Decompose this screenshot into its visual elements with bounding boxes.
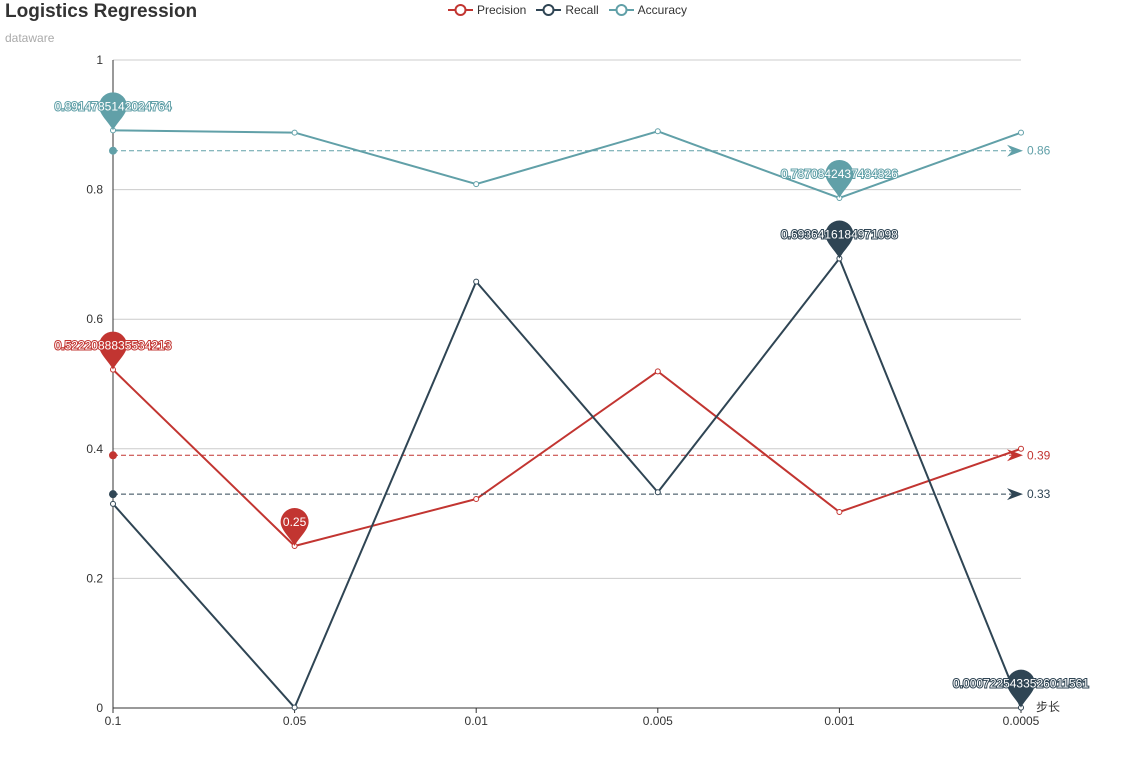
legend-item-recall[interactable]: Recall <box>536 3 598 17</box>
y-tick-label: 0 <box>96 701 103 715</box>
average-start-dot-recall <box>109 490 117 498</box>
chart-subtitle: dataware <box>5 31 54 45</box>
x-tick-label: 0.001 <box>824 714 854 728</box>
series-line-accuracy <box>113 130 1021 198</box>
data-point-accuracy <box>292 130 297 135</box>
data-point-recall <box>292 705 297 710</box>
data-point-accuracy <box>1019 130 1024 135</box>
data-point-precision <box>474 497 479 502</box>
legend-label-precision: Precision <box>477 3 526 17</box>
series-line-recall <box>113 259 1021 708</box>
average-label-recall: 0.33 <box>1027 487 1051 501</box>
marker-label-max-precision: 0.5222088835534213 <box>55 339 172 353</box>
y-tick-label: 0.8 <box>86 183 103 197</box>
x-tick-label: 0.0005 <box>1003 714 1040 728</box>
data-point-precision <box>655 369 660 374</box>
x-tick-label: 0.1 <box>105 714 122 728</box>
data-point-precision <box>837 509 842 514</box>
x-axis-label: 步长 <box>1036 700 1060 714</box>
y-tick-label: 1 <box>96 53 103 67</box>
marker-label-max-accuracy: 0.8914785142024764 <box>55 99 172 113</box>
legend-recall-icon <box>536 3 561 17</box>
legend-label-accuracy: Accuracy <box>638 3 687 17</box>
series-line-precision <box>113 370 1021 546</box>
average-start-dot-accuracy <box>109 147 117 155</box>
data-point-recall <box>111 501 116 506</box>
legend-item-accuracy[interactable]: Accuracy <box>609 3 687 17</box>
x-tick-label: 0.05 <box>283 714 307 728</box>
marker-label-max-recall: 0.6936416184971098 <box>781 228 898 242</box>
data-point-precision <box>1019 446 1024 451</box>
data-point-recall <box>474 279 479 284</box>
legend-item-precision[interactable]: Precision <box>448 3 526 17</box>
x-tick-label: 0.005 <box>643 714 673 728</box>
legend-accuracy-icon <box>609 3 634 17</box>
marker-label-min-precision: 0.25 <box>283 515 307 529</box>
y-tick-label: 0.2 <box>86 571 103 585</box>
y-tick-label: 0.6 <box>86 312 103 326</box>
legend-precision-icon <box>448 3 473 17</box>
x-tick-label: 0.01 <box>465 714 489 728</box>
data-point-recall <box>655 490 660 495</box>
data-point-accuracy <box>474 182 479 187</box>
data-point-accuracy <box>655 129 660 134</box>
average-start-dot-precision <box>109 451 117 459</box>
average-label-precision: 0.39 <box>1027 448 1051 462</box>
legend-label-recall: Recall <box>565 3 598 17</box>
y-tick-label: 0.4 <box>86 442 103 456</box>
marker-label-min-accuracy: 0.7870842437484826 <box>781 167 898 181</box>
chart-legend: Precision Recall Accuracy <box>0 3 1135 17</box>
average-label-accuracy: 0.86 <box>1027 144 1051 158</box>
marker-label-min-recall: 0.0007225433526011561 <box>953 677 1089 691</box>
